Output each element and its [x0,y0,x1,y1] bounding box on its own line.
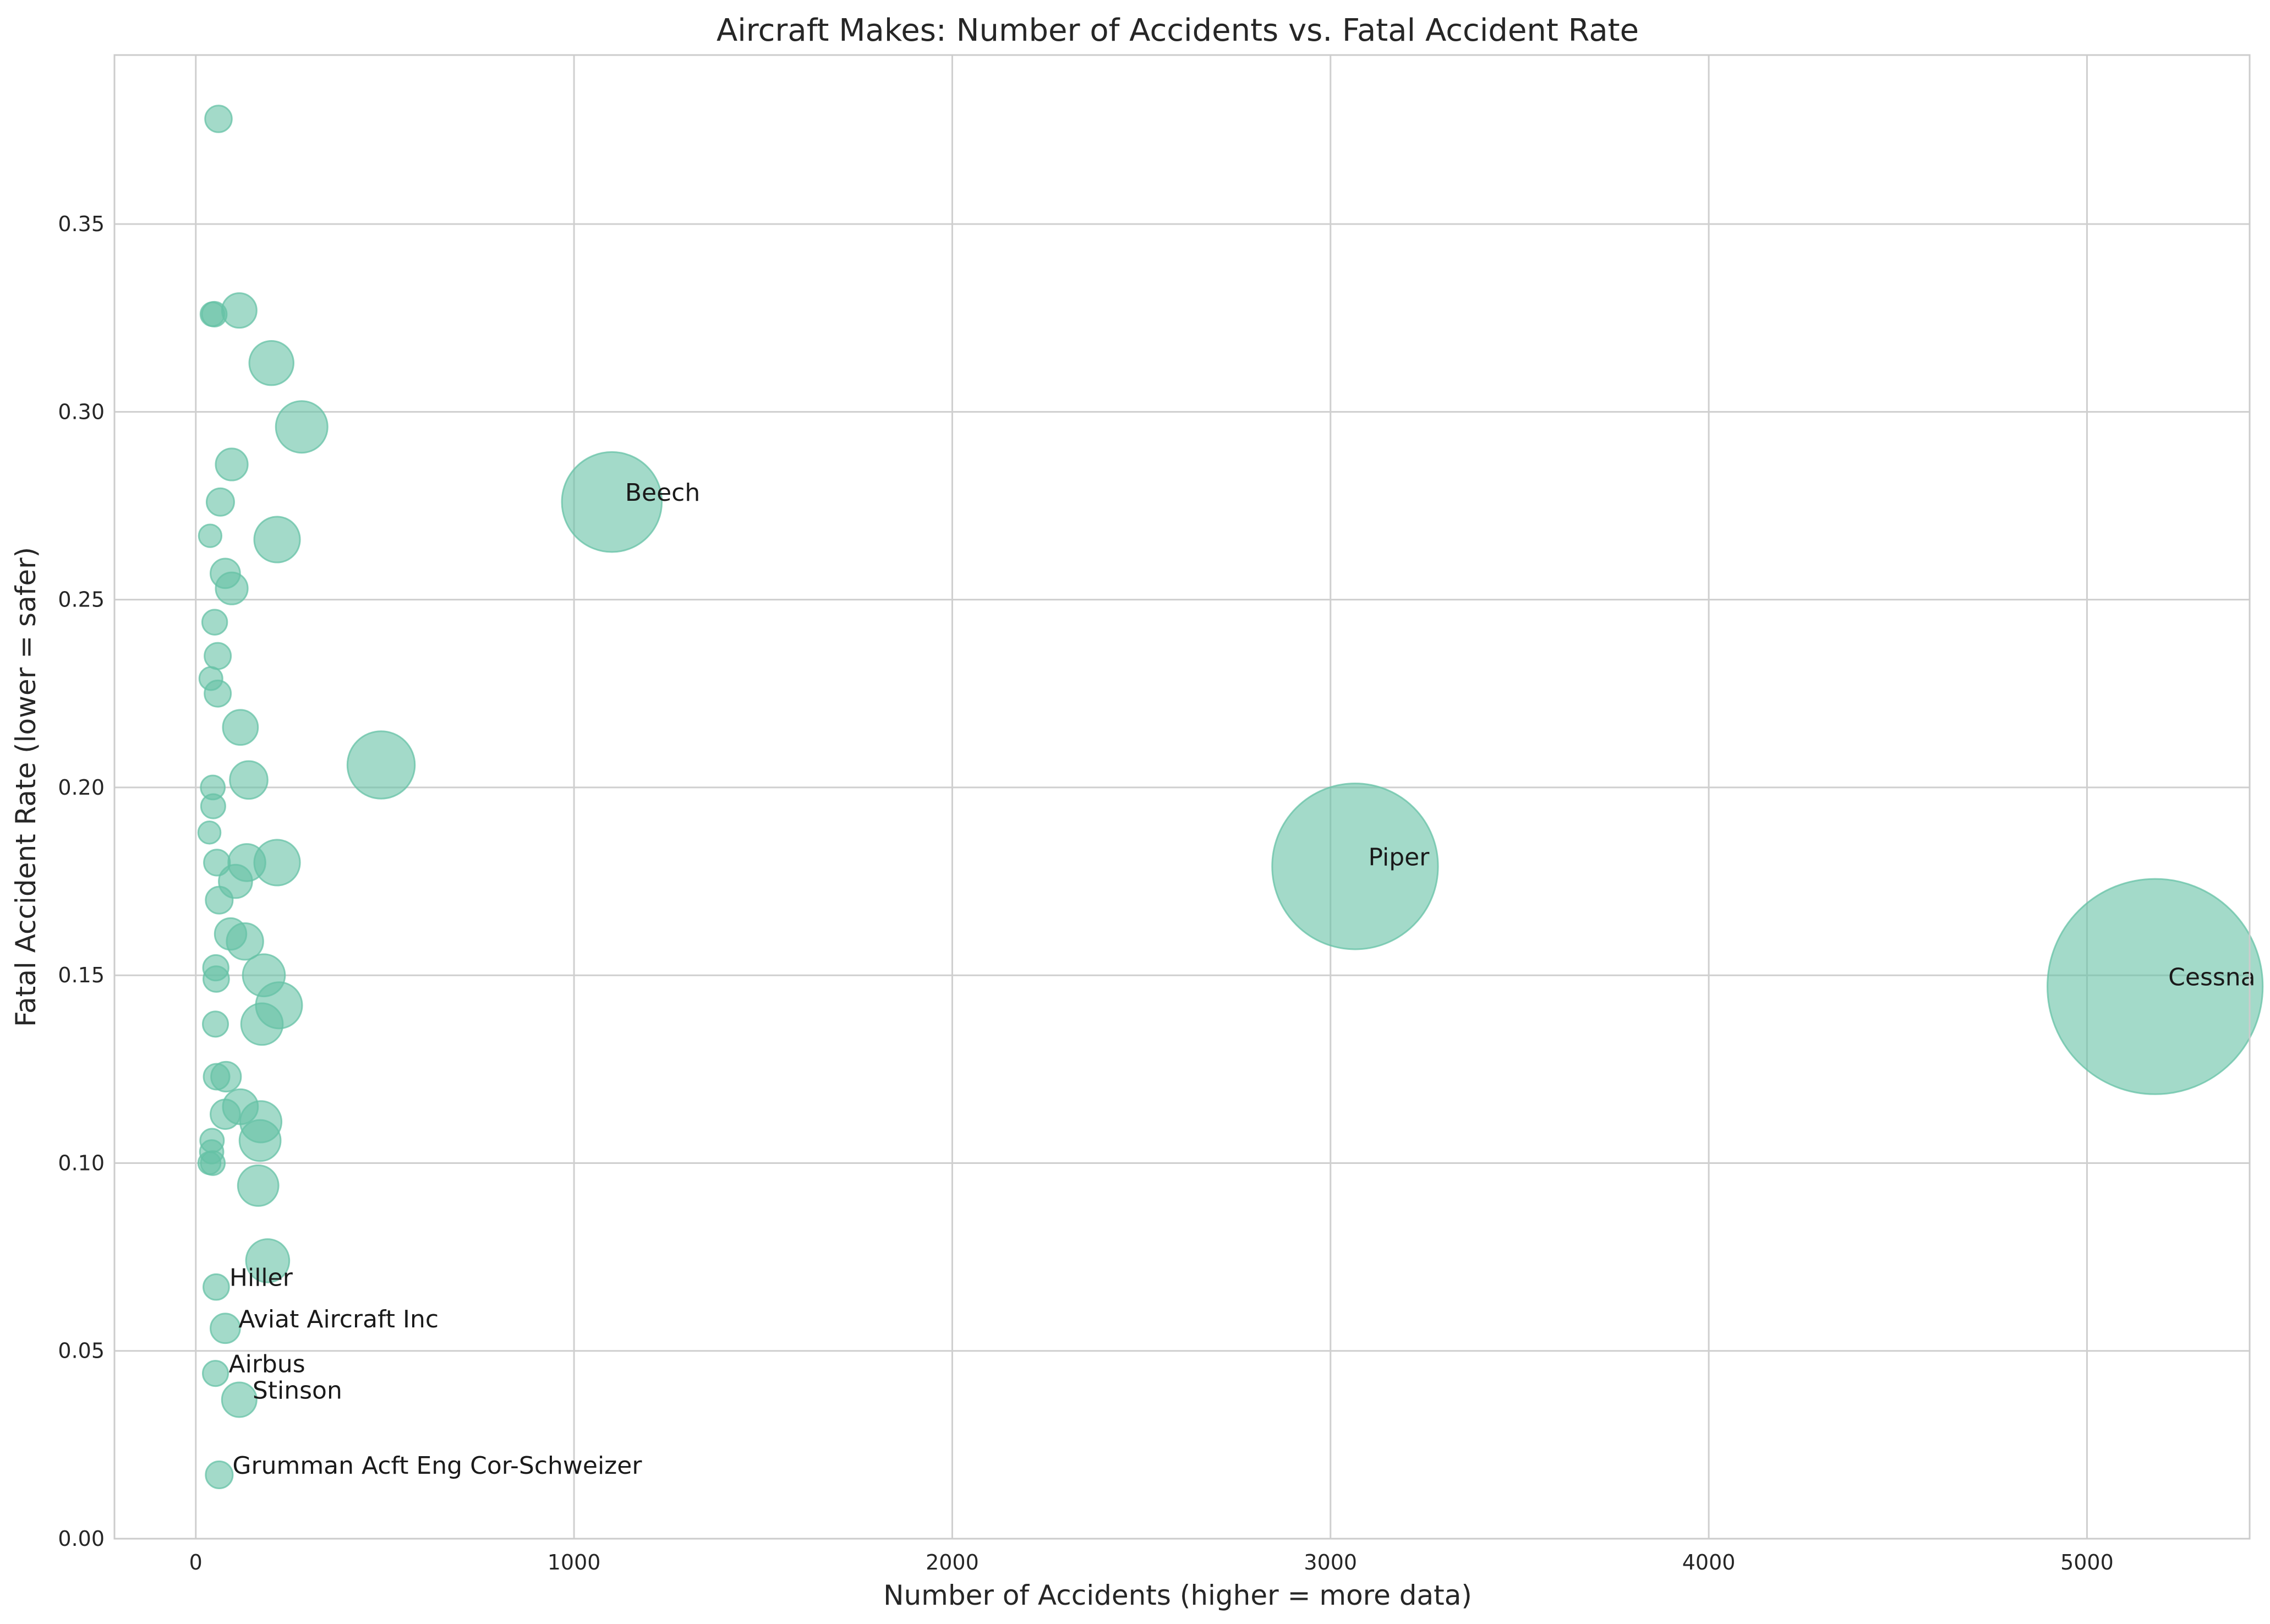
data-point [221,1381,258,1418]
data-point [197,821,222,845]
data-point [197,1151,222,1175]
data-point [221,292,258,329]
point-label: Stinson [253,1376,342,1404]
data-point [204,105,233,133]
data-point [198,523,223,548]
data-point [205,885,234,915]
data-point [561,451,663,553]
data-point [202,1010,229,1038]
data-point [238,1119,282,1162]
grid-lines [114,55,2250,1540]
y-tick-label: 0.05 [58,1339,105,1363]
x-tick-label: 2000 [926,1550,979,1574]
y-tick-label: 0.00 [58,1527,105,1551]
data-point [240,1002,284,1046]
data-point [253,516,301,564]
data-point [205,487,235,517]
data-point [1271,783,1439,950]
data-points [197,105,2264,1490]
x-tick-label: 4000 [1682,1550,1736,1574]
tick-labels: 0 1000 2000 3000 4000 5000 0.00 0.05 0.10 0.15 0.2… [58,212,2113,1574]
data-point [203,1273,230,1301]
point-label: Hiller [229,1264,293,1292]
data-point [242,953,286,998]
data-point [248,340,294,386]
y-tick-label: 0.20 [58,775,105,800]
y-tick-label: 0.15 [58,963,105,987]
point-label: Grumman Acft Eng Cor-Schweizer [232,1452,642,1480]
data-point [201,609,228,636]
y-tick-label: 0.30 [58,400,105,424]
data-point [203,849,231,877]
data-point [202,954,229,982]
y-tick-label: 0.35 [58,212,105,236]
data-point [210,557,241,589]
point-label: Piper [1368,843,1430,871]
data-point [204,642,232,670]
data-point [210,1313,241,1344]
y-tick-label: 0.10 [58,1151,105,1175]
data-point [275,400,329,454]
chart-title: Aircraft Makes: Number of Accidents vs. … [716,13,1639,48]
data-point [346,730,416,800]
x-axis-label: Number of Accidents (higher = more data) [883,1579,1472,1611]
data-point [229,760,269,800]
point-label: Airbus [229,1350,305,1379]
y-axis-label: Fatal Accident Rate (lower = safer) [10,547,42,1027]
data-point [210,1098,241,1130]
point-label: Aviat Aircraft Inc [238,1305,439,1333]
data-point [222,709,259,746]
data-point [205,1460,234,1490]
data-point [2047,878,2264,1095]
data-point [202,1360,229,1387]
data-point [215,447,249,482]
x-tick-label: 0 [189,1550,203,1574]
data-point [214,917,248,951]
data-point [203,1063,231,1091]
point-labels: Cessna Piper Beech Stinson Aviat Aircraft In… [229,479,2256,1480]
data-point [237,1164,280,1207]
y-tick-label: 0.25 [58,588,105,612]
data-point [245,1238,291,1283]
x-tick-label: 1000 [548,1550,601,1574]
point-label: Cessna [2168,964,2256,992]
plot-frame [113,54,2251,1540]
data-point [198,666,223,691]
data-point [199,301,226,327]
data-point [200,774,226,801]
point-label: Beech [625,479,700,507]
x-tick-label: 5000 [2060,1550,2114,1574]
x-tick-label: 3000 [1304,1550,1357,1574]
